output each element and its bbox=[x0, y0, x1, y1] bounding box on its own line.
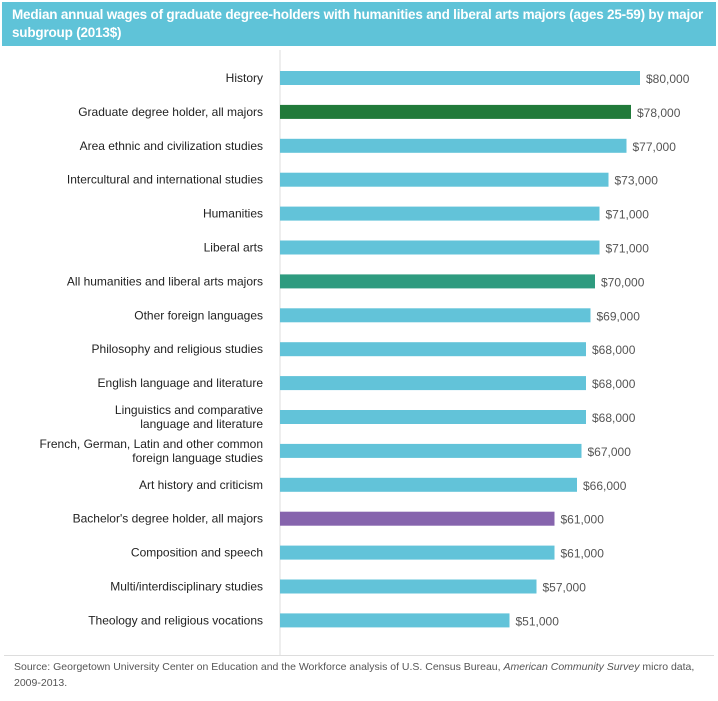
data-label: $71,000 bbox=[606, 242, 650, 256]
data-label: $71,000 bbox=[606, 208, 650, 222]
data-label: $77,000 bbox=[633, 140, 677, 154]
bar bbox=[280, 172, 609, 187]
category-label: Other foreign languages bbox=[134, 308, 263, 322]
bar bbox=[280, 511, 555, 526]
data-label: $57,000 bbox=[543, 581, 587, 595]
source-tail: micro data, 2009-2013. bbox=[14, 661, 695, 689]
source-note: Source: Georgetown University Center on … bbox=[14, 659, 704, 691]
data-label: $80,000 bbox=[646, 72, 690, 86]
source-italic: American Community Survey bbox=[503, 661, 640, 673]
category-label: English language and literature bbox=[98, 376, 264, 390]
data-label: $61,000 bbox=[561, 513, 605, 527]
bar bbox=[280, 410, 586, 424]
data-label: $70,000 bbox=[601, 275, 645, 289]
bar bbox=[280, 545, 555, 560]
data-label: $68,000 bbox=[592, 343, 636, 357]
bar bbox=[280, 342, 586, 357]
bar bbox=[280, 477, 577, 492]
data-label: $69,000 bbox=[597, 309, 641, 323]
bar bbox=[280, 240, 600, 255]
category-label: Theology and religious vocations bbox=[88, 613, 263, 627]
bar bbox=[280, 613, 510, 628]
category-label: Graduate degree holder, all majors bbox=[78, 105, 263, 119]
category-label: Liberal arts bbox=[204, 241, 263, 255]
category-label: foreign language studies bbox=[132, 451, 263, 465]
divider bbox=[4, 655, 714, 656]
category-label: Composition and speech bbox=[131, 546, 263, 560]
data-label: $67,000 bbox=[588, 445, 632, 459]
chart-title: Median annual wages of graduate degree-h… bbox=[2, 2, 716, 46]
category-label: Bachelor's degree holder, all majors bbox=[73, 512, 263, 526]
data-label: $51,000 bbox=[516, 614, 560, 628]
bar bbox=[280, 71, 640, 85]
category-label: History bbox=[226, 71, 263, 85]
category-label: Intercultural and international studies bbox=[67, 173, 263, 187]
category-label: Multi/interdisciplinary studies bbox=[110, 580, 263, 594]
source-text: Source: Georgetown University Center on … bbox=[14, 661, 504, 673]
bar bbox=[280, 443, 582, 458]
data-label: $78,000 bbox=[637, 106, 681, 120]
data-label: $68,000 bbox=[592, 377, 636, 391]
category-label: language and literature bbox=[140, 417, 263, 431]
data-label: $66,000 bbox=[583, 479, 627, 493]
data-label: $73,000 bbox=[615, 174, 659, 188]
category-label: All humanities and liberal arts majors bbox=[67, 274, 263, 288]
bar bbox=[280, 138, 627, 153]
category-label: Area ethnic and civilization studies bbox=[80, 139, 263, 153]
bar bbox=[280, 579, 537, 594]
category-label: Philosophy and religious studies bbox=[92, 342, 263, 356]
data-label: $61,000 bbox=[561, 547, 605, 561]
bar bbox=[280, 376, 586, 391]
bar bbox=[280, 206, 600, 221]
bar bbox=[280, 308, 591, 323]
bar bbox=[280, 104, 631, 119]
category-label: Humanities bbox=[203, 207, 263, 221]
bar bbox=[280, 274, 595, 289]
data-label: $68,000 bbox=[592, 411, 636, 425]
category-label: Art history and criticism bbox=[139, 478, 263, 492]
category-label: French, German, Latin and other common bbox=[40, 437, 263, 451]
category-label: Linguistics and comparative bbox=[115, 403, 263, 417]
